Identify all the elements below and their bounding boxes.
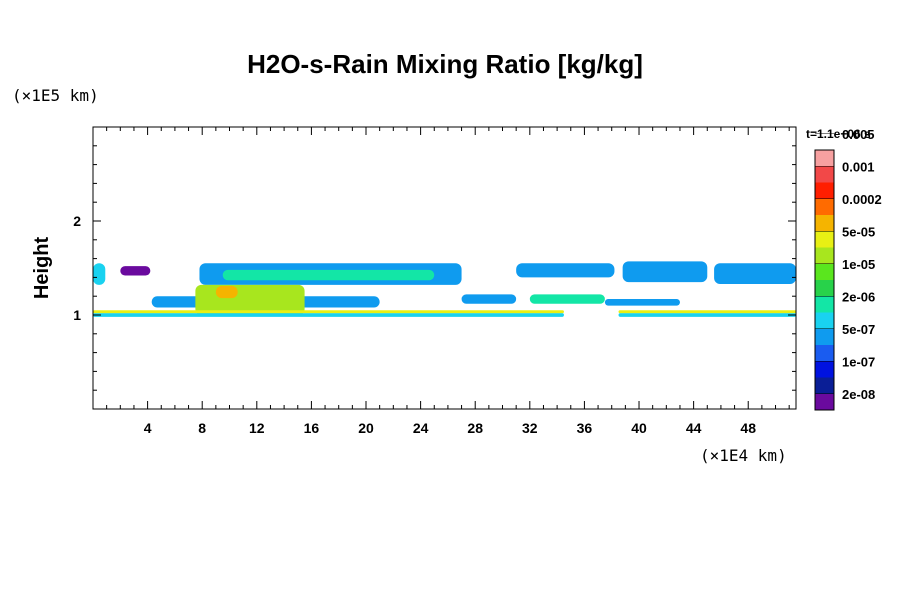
contour-region-6 — [714, 263, 796, 284]
colorbar-swatch — [815, 280, 834, 297]
colorbar-label: 2e-08 — [842, 387, 875, 402]
colorbar-swatch — [815, 377, 834, 394]
colorbar-swatch — [815, 393, 834, 410]
colorbar-label: 0.0002 — [842, 192, 882, 207]
contour-region-16 — [618, 310, 796, 314]
contour-region-0 — [93, 263, 106, 285]
colorbar-swatch — [815, 215, 834, 232]
contour-region-14 — [93, 310, 564, 314]
colorbar-label: 5e-07 — [842, 322, 875, 337]
contour-region-9 — [215, 285, 238, 299]
x-unit-label: (×1E4 km) — [700, 446, 787, 465]
contour-region-1 — [120, 266, 151, 276]
plot-frame — [92, 126, 797, 410]
contour-region-5 — [622, 261, 708, 283]
contour-region-15 — [618, 313, 796, 317]
x-tick-label: 24 — [413, 420, 429, 436]
x-tick-label: 8 — [198, 420, 206, 436]
y-unit-label: (×1E5 km) — [12, 86, 99, 105]
x-tick-label: 28 — [467, 420, 483, 436]
x-tick-label: 16 — [304, 420, 320, 436]
x-tick-label: 48 — [740, 420, 756, 436]
colorbar-swatch — [815, 198, 834, 215]
contour-region-10 — [461, 294, 517, 304]
x-tick-label: 20 — [358, 420, 374, 436]
colorbar-swatch — [815, 263, 834, 280]
colorbar-swatch — [815, 296, 834, 313]
x-tick-label: 44 — [686, 420, 702, 436]
colorbar-label: 1e-07 — [842, 354, 875, 369]
colorbar-swatch — [815, 182, 834, 199]
colorbar-swatch — [815, 150, 834, 167]
contour-region-11 — [529, 294, 605, 304]
colorbar-frame — [814, 149, 835, 411]
x-tick-label: 36 — [577, 420, 593, 436]
data-regions — [93, 261, 796, 317]
time-label: t=1.1e+06 s — [806, 127, 871, 141]
colorbar-swatch — [815, 247, 834, 264]
y-axis-label: Height — [31, 237, 53, 300]
y-tick-label: 2 — [73, 213, 81, 229]
colorbar-swatch — [815, 166, 834, 183]
colorbar: 2e-08 1e-07 5e-07 2e-06 1e-05 5e-05 0.0002 0.00… — [814, 127, 882, 411]
colorbar-swatch — [815, 312, 834, 329]
colorbar-label: 0.001 — [842, 159, 875, 174]
y-tick-label: 1 — [73, 307, 81, 323]
colorbar-swatch — [815, 345, 834, 362]
plot-area: 4 8 12 16 20 24 28 32 36 40 44 48 12 — [73, 126, 797, 436]
x-tick-label: 4 — [144, 420, 152, 436]
colorbar-swatch — [815, 361, 834, 378]
colorbar-swatch — [815, 231, 834, 248]
x-tick-label: 32 — [522, 420, 538, 436]
contour-region-12 — [604, 299, 680, 306]
contour-region-4 — [516, 263, 615, 278]
x-axis-ticks: 4 8 12 16 20 24 28 32 36 40 44 48 — [106, 127, 790, 436]
chart-title: H2O-s-Rain Mixing Ratio [kg/kg] — [247, 49, 643, 79]
colorbar-label: 5e-05 — [842, 224, 875, 239]
contour-region-3 — [222, 269, 435, 281]
y-axis-ticks: 12 — [73, 145, 796, 391]
x-tick-label: 12 — [249, 420, 265, 436]
colorbar-label: 2e-06 — [842, 289, 875, 304]
colorbar-swatch — [815, 328, 834, 345]
colorbar-label: 1e-05 — [842, 257, 875, 272]
x-tick-label: 40 — [631, 420, 647, 436]
contour-region-13 — [93, 313, 564, 317]
colorbar-label: 0.005 — [842, 127, 875, 142]
